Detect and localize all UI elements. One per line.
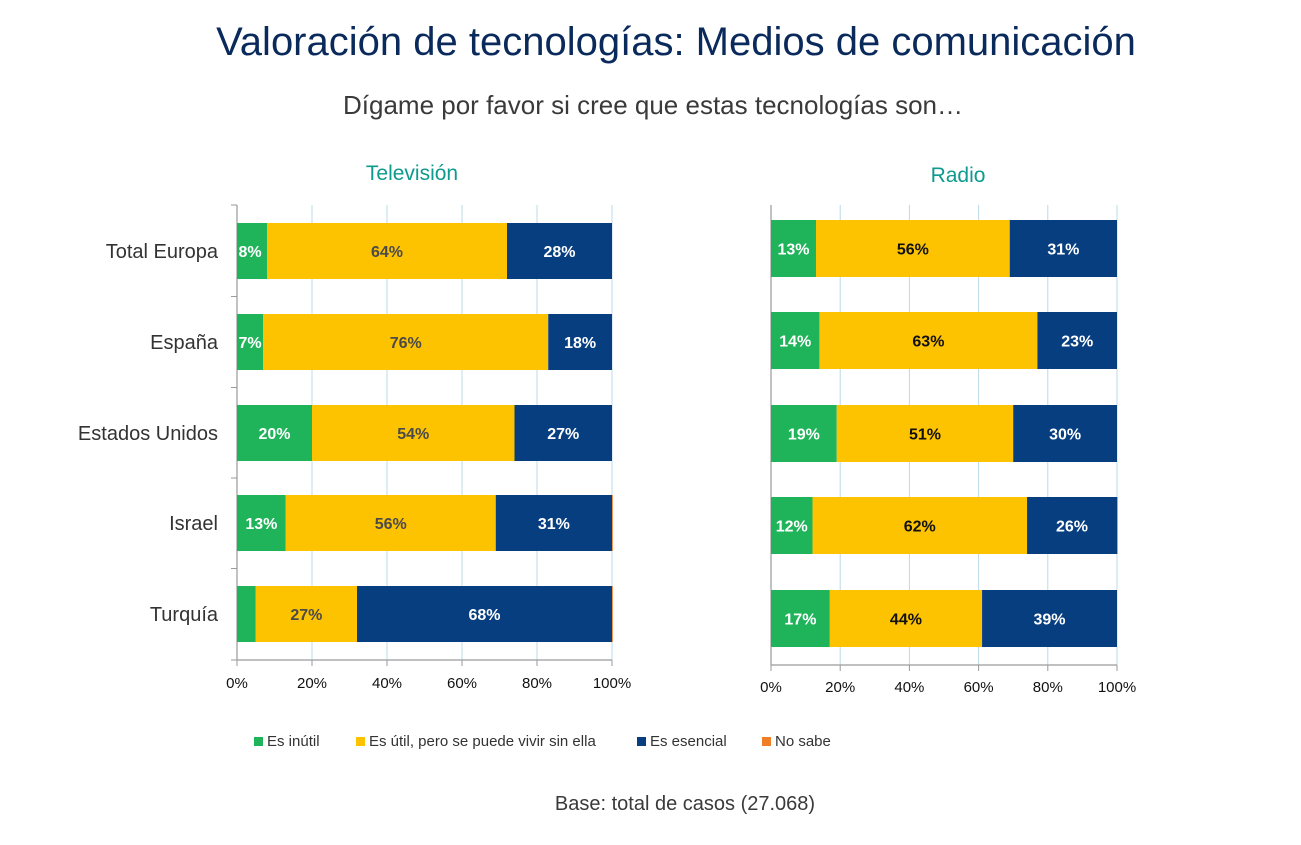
tv-data-label-es-inutil-estados-unidos: 20%	[258, 426, 290, 443]
tv-bar-es-util-pero-se-puede-vivir-sin-ella-total-europa	[267, 223, 507, 279]
radio-bar-es-inutil-estados-unidos	[771, 405, 837, 462]
radio-bar-es-esencial-total-europa	[1009, 220, 1117, 277]
radio-data-label-es-util-pero-se-puede-vivir-sin-ella-total-europa: 56%	[897, 242, 929, 259]
radio-data-label-es-util-pero-se-puede-vivir-sin-ella-israel: 62%	[904, 519, 936, 536]
radio-data-label-es-inutil-turquia: 17%	[784, 612, 816, 629]
legend-swatch-no-sabe	[762, 737, 771, 746]
radio-bar-es-util-pero-se-puede-vivir-sin-ella-estados-unidos	[836, 405, 1014, 462]
tv-bar-es-esencial-espana	[548, 314, 612, 370]
tv-data-label-es-inutil-israel: 13%	[245, 516, 277, 533]
tv-xtick-label-80: 80%	[522, 675, 552, 692]
radio-bar-no-sabe-israel	[1117, 497, 1118, 554]
tv-bar-es-inutil-israel	[237, 495, 286, 551]
radio-data-label-es-inutil-total-europa: 13%	[777, 242, 809, 259]
radio-xtick-label-100: 100%	[1098, 679, 1136, 696]
radio-bar-es-util-pero-se-puede-vivir-sin-ella-israel	[812, 497, 1028, 554]
tv-data-label-es-util-pero-se-puede-vivir-sin-ella-israel: 56%	[375, 516, 407, 533]
tv-bar-no-sabe-israel	[612, 495, 613, 551]
radio-xtick-label-20: 20%	[825, 679, 855, 696]
footnote: Base: total de casos (27.068)	[554, 793, 816, 815]
legend-item-es-inutil: Es inútil	[254, 733, 320, 750]
tv-data-label-es-esencial-total-europa: 28%	[543, 244, 575, 261]
tv-xtick-label-60: 60%	[447, 675, 477, 692]
radio-data-label-es-inutil-estados-unidos: 19%	[788, 427, 820, 444]
radio-data-label-es-util-pero-se-puede-vivir-sin-ella-estados-unidos: 51%	[909, 427, 941, 444]
legend-swatch-es-inutil	[254, 737, 263, 746]
radio-xtick-label-40: 40%	[894, 679, 924, 696]
radio-bar-es-inutil-israel	[771, 497, 813, 554]
tv-data-label-es-esencial-turquia: 68%	[468, 607, 500, 624]
tv-bar-es-inutil-turquia	[237, 586, 256, 642]
radio-panel-title: Radio	[931, 164, 986, 187]
tv-data-label-es-util-pero-se-puede-vivir-sin-ella-espana: 76%	[390, 335, 422, 352]
radio-bar-es-util-pero-se-puede-vivir-sin-ella-espana	[819, 312, 1038, 369]
tv-category-label-estados-unidos: Estados Unidos	[78, 423, 218, 445]
radio-data-label-es-esencial-turquia: 39%	[1034, 612, 1066, 629]
legend-label-no-sabe: No sabe	[775, 733, 831, 750]
tv-bar-es-inutil-espana	[237, 314, 264, 370]
tv-bar-es-esencial-turquia	[357, 586, 612, 642]
legend-label-es-esencial: Es esencial	[650, 733, 727, 750]
legend-swatch-es-esencial	[637, 737, 646, 746]
tv-data-label-es-esencial-estados-unidos: 27%	[547, 426, 579, 443]
tv-bar-es-esencial-total-europa	[507, 223, 612, 279]
radio-data-label-es-util-pero-se-puede-vivir-sin-ella-turquia: 44%	[890, 612, 922, 629]
radio-bar-es-inutil-espana	[771, 312, 820, 369]
radio-data-label-es-esencial-total-europa: 31%	[1047, 242, 1079, 259]
radio-bar-es-util-pero-se-puede-vivir-sin-ella-total-europa	[815, 220, 1010, 277]
radio-xtick-label-0: 0%	[760, 679, 782, 696]
radio-data-label-es-esencial-espana: 23%	[1061, 334, 1093, 351]
radio-data-label-es-inutil-espana: 14%	[779, 334, 811, 351]
radio-bar-es-util-pero-se-puede-vivir-sin-ella-turquia	[829, 590, 983, 647]
tv-category-label-espana: España	[150, 332, 219, 354]
tv-xtick-label-0: 0%	[226, 675, 248, 692]
tv-category-label-turquia: Turquía	[150, 604, 219, 626]
page-subtitle: Dígame por favor si cree que estas tecno…	[343, 90, 963, 120]
tv-xtick-label-40: 40%	[372, 675, 402, 692]
chart-legend: Es inútil Es útil, pero se puede vivir s…	[0, 733, 1301, 755]
radio-bar-es-inutil-turquia	[771, 590, 830, 647]
tv-data-label-es-inutil-total-europa: 8%	[238, 244, 261, 261]
tv-bar-es-util-pero-se-puede-vivir-sin-ella-israel	[285, 495, 496, 551]
radio-bar-es-esencial-espana	[1037, 312, 1117, 369]
tv-data-label-es-util-pero-se-puede-vivir-sin-ella-total-europa: 64%	[371, 244, 403, 261]
tv-bar-no-sabe-turquia	[612, 586, 613, 642]
legend-label-es-util: Es útil, pero se puede vivir sin ella	[369, 733, 596, 750]
radio-xtick-label-60: 60%	[964, 679, 994, 696]
tv-bar-es-util-pero-se-puede-vivir-sin-ella-turquia	[255, 586, 357, 642]
tv-data-label-es-inutil-espana: 7%	[238, 335, 261, 352]
tv-data-label-es-util-pero-se-puede-vivir-sin-ella-estados-unidos: 54%	[397, 426, 429, 443]
tv-bar-es-inutil-total-europa	[237, 223, 267, 279]
tv-data-label-es-esencial-espana: 18%	[564, 335, 596, 352]
legend-item-es-util: Es útil, pero se puede vivir sin ella	[356, 733, 596, 750]
tv-bar-es-inutil-estados-unidos	[237, 405, 312, 461]
radio-data-label-es-esencial-israel: 26%	[1056, 519, 1088, 536]
legend-swatch-es-util	[356, 737, 365, 746]
radio-data-label-es-inutil-israel: 12%	[776, 519, 808, 536]
radio-xtick-label-80: 80%	[1033, 679, 1063, 696]
tv-data-label-es-esencial-israel: 31%	[538, 516, 570, 533]
tv-data-label-es-util-pero-se-puede-vivir-sin-ella-turquia: 27%	[290, 607, 322, 624]
radio-bar-es-esencial-israel	[1027, 497, 1117, 554]
tv-xtick-label-20: 20%	[297, 675, 327, 692]
radio-bar-es-esencial-estados-unidos	[1013, 405, 1117, 462]
radio-data-label-es-util-pero-se-puede-vivir-sin-ella-espana: 63%	[912, 334, 944, 351]
tv-bar-es-util-pero-se-puede-vivir-sin-ella-estados-unidos	[312, 405, 515, 461]
tv-bar-es-esencial-israel	[495, 495, 612, 551]
tv-category-label-israel: Israel	[169, 513, 218, 535]
page-title: Valoración de tecnologías: Medios de com…	[216, 20, 1136, 64]
tv-category-label-total-europa: Total Europa	[106, 241, 219, 263]
legend-label-es-inutil: Es inútil	[267, 733, 320, 750]
tv-panel-title: Televisión	[366, 162, 458, 185]
legend-item-es-esencial: Es esencial	[637, 733, 727, 750]
radio-bar-es-inutil-total-europa	[771, 220, 816, 277]
radio-data-label-es-esencial-estados-unidos: 30%	[1049, 427, 1081, 444]
radio-bar-es-esencial-turquia	[982, 590, 1117, 647]
tv-bar-es-util-pero-se-puede-vivir-sin-ella-espana	[263, 314, 549, 370]
tv-xtick-label-100: 100%	[593, 675, 631, 692]
legend-item-no-sabe: No sabe	[762, 733, 831, 750]
tv-bar-es-esencial-estados-unidos	[514, 405, 612, 461]
